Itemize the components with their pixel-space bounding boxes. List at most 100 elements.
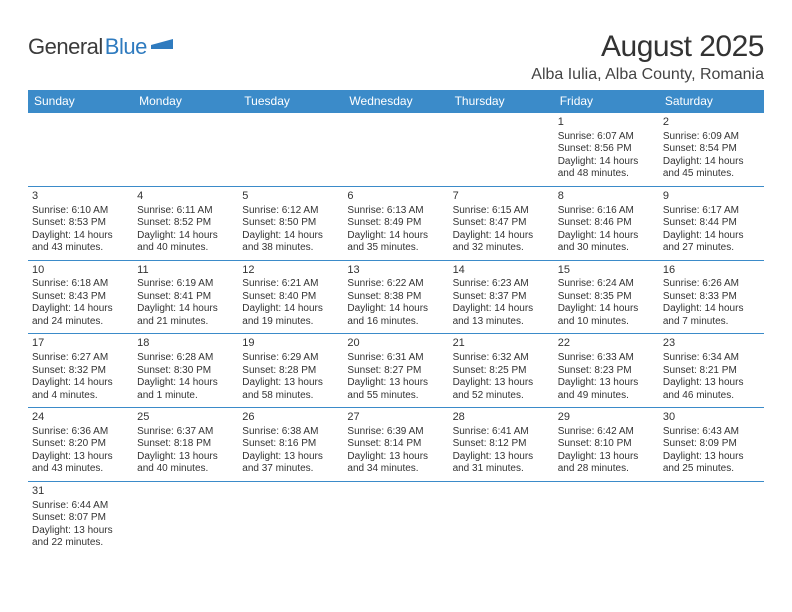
calendar-week-row: 10Sunrise: 6:18 AMSunset: 8:43 PMDayligh… <box>28 260 764 334</box>
day-detail: and 43 minutes. <box>32 463 129 476</box>
day-number: 6 <box>347 190 444 204</box>
day-detail: Sunset: 8:35 PM <box>558 291 655 304</box>
day-detail: Sunrise: 6:31 AM <box>347 352 444 365</box>
day-number: 4 <box>137 190 234 204</box>
day-detail: Daylight: 14 hours <box>32 303 129 316</box>
day-detail: Sunrise: 6:16 AM <box>558 205 655 218</box>
calendar-week-row: 31Sunrise: 6:44 AMSunset: 8:07 PMDayligh… <box>28 481 764 554</box>
calendar-empty-cell <box>449 113 554 187</box>
month-title: August 2025 <box>531 30 764 64</box>
day-number: 21 <box>453 337 550 351</box>
calendar-empty-cell <box>133 481 238 554</box>
day-number: 1 <box>558 116 655 130</box>
day-detail: Daylight: 14 hours <box>453 303 550 316</box>
day-detail: and 22 minutes. <box>32 537 129 550</box>
day-detail: Sunset: 8:32 PM <box>32 365 129 378</box>
day-detail: Sunrise: 6:11 AM <box>137 205 234 218</box>
logo-text-2: Blue <box>105 34 147 60</box>
day-detail: Sunset: 8:33 PM <box>663 291 760 304</box>
day-detail: Sunset: 8:09 PM <box>663 438 760 451</box>
day-detail: and 48 minutes. <box>558 168 655 181</box>
day-detail: Sunrise: 6:32 AM <box>453 352 550 365</box>
day-detail: Sunrise: 6:38 AM <box>242 426 339 439</box>
calendar-empty-cell <box>238 113 343 187</box>
day-detail: Sunset: 8:07 PM <box>32 512 129 525</box>
logo-text-1: General <box>28 34 103 60</box>
calendar-day-cell: 22Sunrise: 6:33 AMSunset: 8:23 PMDayligh… <box>554 334 659 408</box>
calendar-day-cell: 30Sunrise: 6:43 AMSunset: 8:09 PMDayligh… <box>659 408 764 482</box>
calendar-day-cell: 10Sunrise: 6:18 AMSunset: 8:43 PMDayligh… <box>28 260 133 334</box>
day-detail: Daylight: 13 hours <box>347 377 444 390</box>
day-number: 27 <box>347 411 444 425</box>
day-detail: Daylight: 14 hours <box>242 303 339 316</box>
day-detail: and 28 minutes. <box>558 463 655 476</box>
day-detail: Sunset: 8:50 PM <box>242 217 339 230</box>
calendar-day-cell: 11Sunrise: 6:19 AMSunset: 8:41 PMDayligh… <box>133 260 238 334</box>
day-detail: Sunset: 8:37 PM <box>453 291 550 304</box>
day-detail: Sunset: 8:38 PM <box>347 291 444 304</box>
day-detail: Sunset: 8:47 PM <box>453 217 550 230</box>
day-detail: Daylight: 13 hours <box>32 525 129 538</box>
day-detail: Sunrise: 6:22 AM <box>347 278 444 291</box>
day-detail: Sunset: 8:14 PM <box>347 438 444 451</box>
day-detail: Daylight: 14 hours <box>558 156 655 169</box>
calendar-day-cell: 5Sunrise: 6:12 AMSunset: 8:50 PMDaylight… <box>238 186 343 260</box>
day-detail: and 52 minutes. <box>453 390 550 403</box>
day-number: 18 <box>137 337 234 351</box>
day-detail: Sunrise: 6:18 AM <box>32 278 129 291</box>
day-number: 9 <box>663 190 760 204</box>
day-detail: Sunset: 8:25 PM <box>453 365 550 378</box>
day-detail: Sunset: 8:49 PM <box>347 217 444 230</box>
calendar-day-cell: 29Sunrise: 6:42 AMSunset: 8:10 PMDayligh… <box>554 408 659 482</box>
calendar-day-cell: 15Sunrise: 6:24 AMSunset: 8:35 PMDayligh… <box>554 260 659 334</box>
day-number: 10 <box>32 264 129 278</box>
day-detail: Daylight: 14 hours <box>137 303 234 316</box>
day-detail: Daylight: 13 hours <box>453 451 550 464</box>
day-detail: Sunset: 8:18 PM <box>137 438 234 451</box>
day-number: 26 <box>242 411 339 425</box>
day-detail: Sunrise: 6:10 AM <box>32 205 129 218</box>
day-detail: and 45 minutes. <box>663 168 760 181</box>
calendar-empty-cell <box>554 481 659 554</box>
calendar-day-cell: 14Sunrise: 6:23 AMSunset: 8:37 PMDayligh… <box>449 260 554 334</box>
day-number: 22 <box>558 337 655 351</box>
day-detail: Daylight: 14 hours <box>347 303 444 316</box>
day-detail: Daylight: 14 hours <box>137 230 234 243</box>
day-number: 13 <box>347 264 444 278</box>
calendar-day-cell: 13Sunrise: 6:22 AMSunset: 8:38 PMDayligh… <box>343 260 448 334</box>
day-detail: Sunset: 8:21 PM <box>663 365 760 378</box>
day-detail: Sunrise: 6:33 AM <box>558 352 655 365</box>
day-detail: and 27 minutes. <box>663 242 760 255</box>
day-detail: Sunset: 8:28 PM <box>242 365 339 378</box>
day-detail: Daylight: 13 hours <box>32 451 129 464</box>
calendar-week-row: 24Sunrise: 6:36 AMSunset: 8:20 PMDayligh… <box>28 408 764 482</box>
day-detail: and 24 minutes. <box>32 316 129 329</box>
logo: General Blue <box>28 30 173 60</box>
calendar-day-cell: 8Sunrise: 6:16 AMSunset: 8:46 PMDaylight… <box>554 186 659 260</box>
day-detail: Sunrise: 6:19 AM <box>137 278 234 291</box>
day-number: 25 <box>137 411 234 425</box>
calendar-day-cell: 31Sunrise: 6:44 AMSunset: 8:07 PMDayligh… <box>28 481 133 554</box>
day-detail: Daylight: 14 hours <box>558 230 655 243</box>
day-detail: and 32 minutes. <box>453 242 550 255</box>
day-detail: Sunrise: 6:28 AM <box>137 352 234 365</box>
day-detail: Sunset: 8:20 PM <box>32 438 129 451</box>
day-detail: Sunset: 8:53 PM <box>32 217 129 230</box>
day-number: 12 <box>242 264 339 278</box>
day-detail: Daylight: 13 hours <box>242 451 339 464</box>
calendar-empty-cell <box>343 481 448 554</box>
flag-icon <box>151 35 173 54</box>
calendar-table: SundayMondayTuesdayWednesdayThursdayFrid… <box>28 90 764 555</box>
day-detail: Sunrise: 6:17 AM <box>663 205 760 218</box>
day-detail: Sunrise: 6:44 AM <box>32 500 129 513</box>
day-detail: Sunrise: 6:37 AM <box>137 426 234 439</box>
day-number: 30 <box>663 411 760 425</box>
calendar-day-cell: 27Sunrise: 6:39 AMSunset: 8:14 PMDayligh… <box>343 408 448 482</box>
day-detail: and 58 minutes. <box>242 390 339 403</box>
day-detail: Sunset: 8:40 PM <box>242 291 339 304</box>
day-detail: and 37 minutes. <box>242 463 339 476</box>
day-detail: and 19 minutes. <box>242 316 339 329</box>
weekday-header: Monday <box>133 90 238 113</box>
day-detail: and 40 minutes. <box>137 463 234 476</box>
calendar-day-cell: 26Sunrise: 6:38 AMSunset: 8:16 PMDayligh… <box>238 408 343 482</box>
